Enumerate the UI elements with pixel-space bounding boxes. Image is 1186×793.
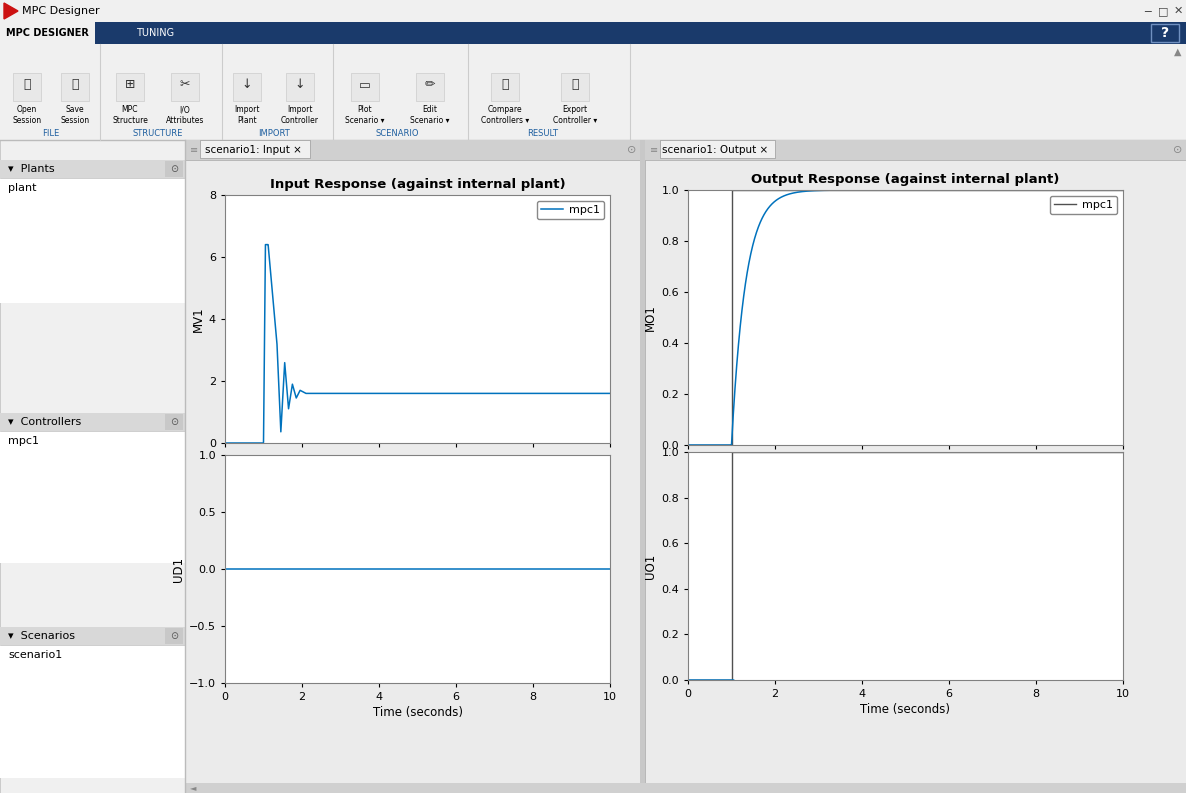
Text: ≡: ≡ bbox=[190, 145, 198, 155]
Text: FILE: FILE bbox=[43, 128, 59, 137]
Bar bbox=[232, 73, 261, 101]
Bar bbox=[561, 73, 589, 101]
Text: 🌿: 🌿 bbox=[572, 79, 579, 91]
Text: ✏: ✏ bbox=[425, 79, 435, 91]
Bar bbox=[0, 125, 1186, 140]
Bar bbox=[185, 160, 640, 793]
Text: ?: ? bbox=[1161, 26, 1169, 40]
X-axis label: Time (seconds): Time (seconds) bbox=[372, 707, 463, 719]
Bar bbox=[0, 140, 185, 793]
Polygon shape bbox=[4, 3, 18, 19]
Bar bbox=[416, 73, 444, 101]
Text: Compare
Controllers ▾: Compare Controllers ▾ bbox=[480, 105, 529, 125]
Bar bbox=[185, 783, 1186, 793]
Bar bbox=[171, 73, 199, 101]
Bar bbox=[0, 160, 185, 178]
Bar bbox=[60, 73, 89, 101]
Bar bbox=[0, 22, 1186, 44]
Text: ⊙: ⊙ bbox=[170, 417, 178, 427]
Bar bbox=[645, 160, 1186, 793]
X-axis label: Time (seconds): Time (seconds) bbox=[861, 703, 950, 716]
Bar bbox=[0, 44, 1186, 140]
Bar bbox=[165, 414, 183, 430]
Text: ─: ─ bbox=[1144, 6, 1152, 16]
Bar bbox=[286, 73, 314, 101]
Text: 📂: 📂 bbox=[24, 79, 31, 91]
Text: scenario1: Input ×: scenario1: Input × bbox=[204, 145, 301, 155]
Text: MPC
Structure: MPC Structure bbox=[111, 105, 148, 125]
Text: 📊: 📊 bbox=[502, 79, 509, 91]
Text: Save
Session: Save Session bbox=[60, 105, 90, 125]
Legend: mpc1: mpc1 bbox=[537, 201, 605, 220]
Bar bbox=[200, 140, 310, 158]
Bar bbox=[640, 140, 645, 793]
Title: Input Response (against internal plant): Input Response (against internal plant) bbox=[269, 178, 566, 191]
Text: RESULT: RESULT bbox=[528, 128, 559, 137]
Text: Edit
Scenario ▾: Edit Scenario ▾ bbox=[410, 105, 449, 125]
Bar bbox=[185, 140, 645, 160]
Bar bbox=[185, 140, 1186, 793]
Text: ⊙: ⊙ bbox=[1173, 145, 1182, 155]
Y-axis label: MV1: MV1 bbox=[192, 306, 205, 331]
Bar bbox=[0, 645, 185, 778]
Bar bbox=[165, 628, 183, 644]
Text: 💾: 💾 bbox=[71, 79, 78, 91]
Bar bbox=[165, 161, 183, 177]
Text: ⊙: ⊙ bbox=[627, 145, 637, 155]
Title: Output Response (against internal plant): Output Response (against internal plant) bbox=[751, 173, 1059, 186]
Bar bbox=[659, 140, 774, 158]
Y-axis label: MO1: MO1 bbox=[644, 304, 657, 331]
Text: ◄: ◄ bbox=[190, 783, 197, 792]
Bar bbox=[645, 140, 1186, 160]
Text: SCENARIO: SCENARIO bbox=[375, 128, 419, 137]
Text: IMPORT: IMPORT bbox=[259, 128, 289, 137]
Text: TUNING: TUNING bbox=[136, 28, 174, 38]
Text: Plot
Scenario ▾: Plot Scenario ▾ bbox=[345, 105, 384, 125]
Bar bbox=[0, 0, 1186, 22]
Legend: mpc1: mpc1 bbox=[1050, 196, 1117, 214]
Y-axis label: UD1: UD1 bbox=[172, 557, 185, 581]
Bar bbox=[0, 178, 185, 303]
Bar bbox=[0, 22, 95, 44]
Bar bbox=[0, 431, 185, 563]
Text: ✕: ✕ bbox=[1173, 6, 1182, 16]
Y-axis label: UO1: UO1 bbox=[644, 554, 657, 579]
Text: Import
Controller: Import Controller bbox=[281, 105, 319, 125]
Bar bbox=[116, 73, 144, 101]
Text: ≡: ≡ bbox=[650, 145, 658, 155]
Text: ⊙: ⊙ bbox=[170, 631, 178, 641]
Bar bbox=[351, 73, 380, 101]
Bar bbox=[1150, 24, 1179, 42]
Text: ▾  Plants: ▾ Plants bbox=[8, 164, 55, 174]
Text: ↓: ↓ bbox=[242, 79, 253, 91]
Text: I/O
Attributes: I/O Attributes bbox=[166, 105, 204, 125]
Text: STRUCTURE: STRUCTURE bbox=[133, 128, 183, 137]
Text: ⊞: ⊞ bbox=[125, 79, 135, 91]
Text: plant: plant bbox=[8, 183, 37, 193]
Text: ▾  Scenarios: ▾ Scenarios bbox=[8, 631, 75, 641]
Bar bbox=[0, 627, 185, 645]
Text: ↓: ↓ bbox=[295, 79, 305, 91]
Bar bbox=[0, 413, 185, 431]
Text: □: □ bbox=[1158, 6, 1168, 16]
Text: ▭: ▭ bbox=[359, 79, 371, 91]
Text: ✂: ✂ bbox=[180, 79, 190, 91]
Text: MPC Designer: MPC Designer bbox=[23, 6, 100, 16]
Bar bbox=[13, 73, 42, 101]
Text: scenario1: scenario1 bbox=[8, 650, 62, 660]
Text: MPC DESIGNER: MPC DESIGNER bbox=[6, 28, 89, 38]
Text: mpc1: mpc1 bbox=[8, 436, 39, 446]
Text: ▲: ▲ bbox=[1174, 47, 1181, 57]
Bar bbox=[491, 73, 519, 101]
Text: Open
Session: Open Session bbox=[12, 105, 42, 125]
Text: Export
Controller ▾: Export Controller ▾ bbox=[553, 105, 597, 125]
Text: scenario1: Output ×: scenario1: Output × bbox=[662, 145, 769, 155]
Text: ▾  Controllers: ▾ Controllers bbox=[8, 417, 82, 427]
Text: ⊙: ⊙ bbox=[170, 164, 178, 174]
Text: Import
Plant: Import Plant bbox=[235, 105, 260, 125]
